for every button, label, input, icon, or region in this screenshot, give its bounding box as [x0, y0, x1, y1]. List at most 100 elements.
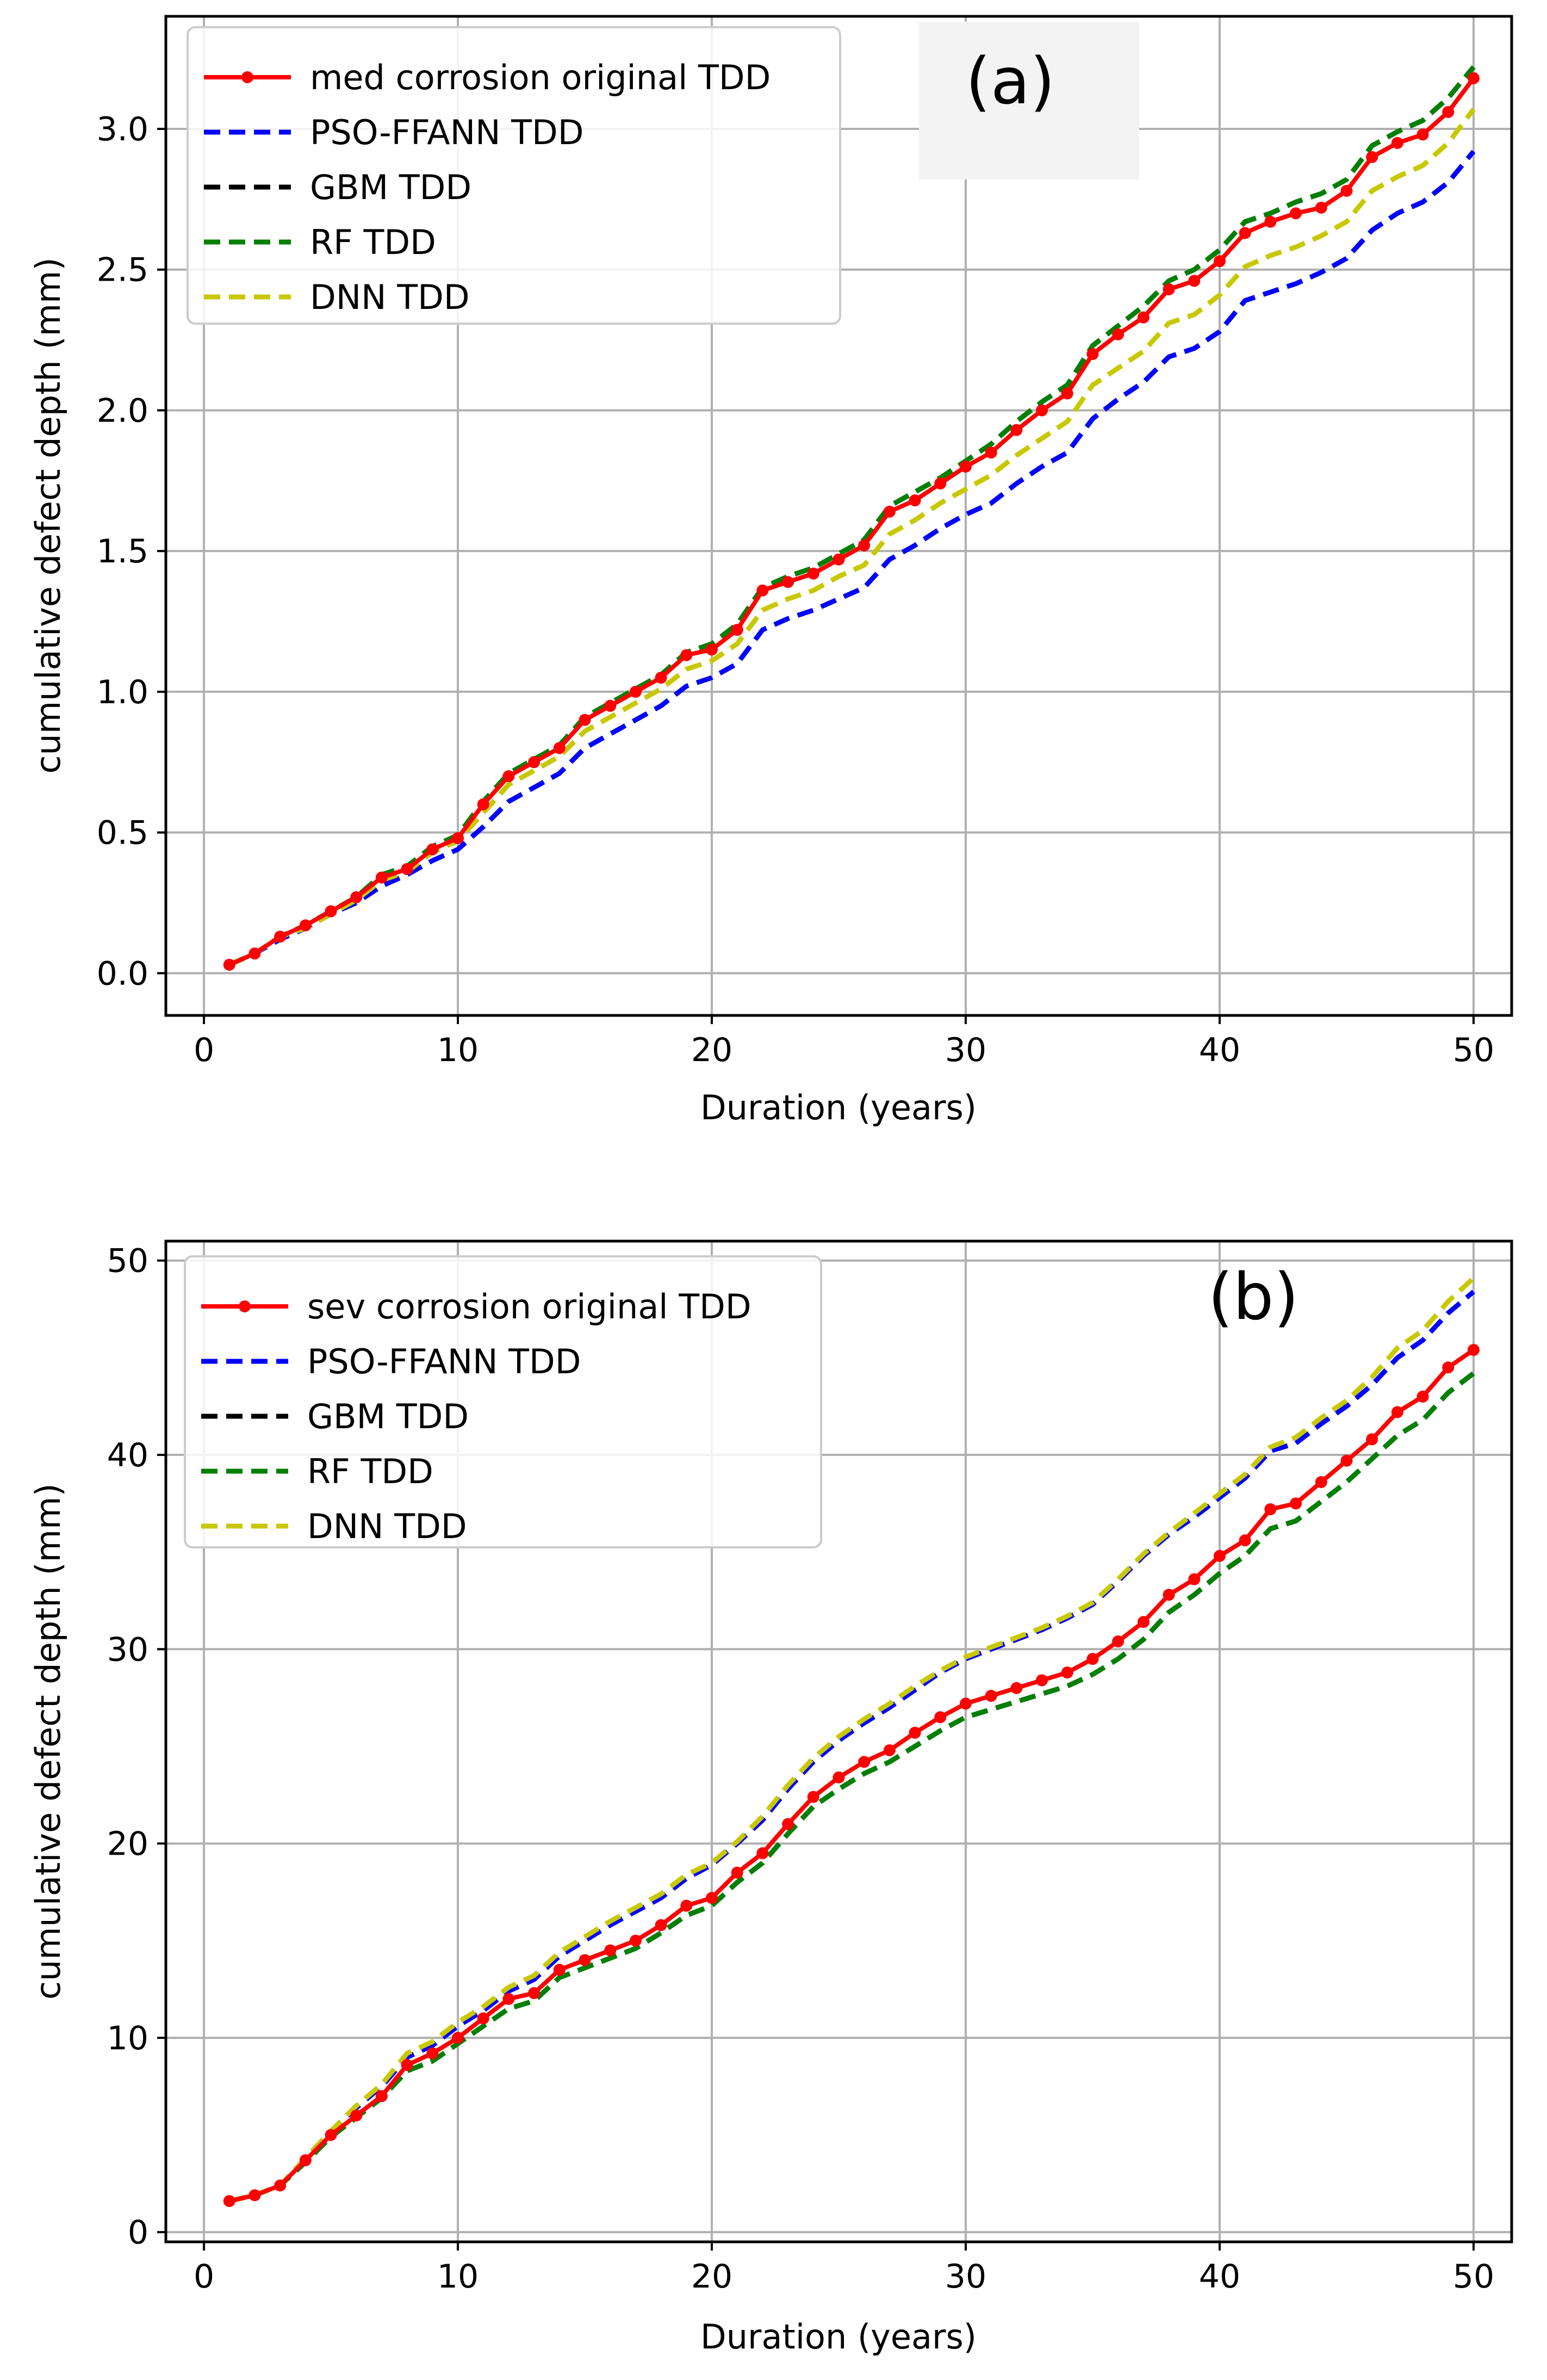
point-a-0-38: [1188, 275, 1201, 287]
point-b-0-25: [858, 1756, 871, 1768]
point-b-0-46: [1391, 1406, 1403, 1418]
point-a-0-2: [274, 931, 287, 943]
y-tick-label-a-2: 1.0: [97, 673, 148, 711]
point-b-0-27: [909, 1726, 921, 1739]
point-b-0-15: [604, 1944, 617, 1957]
point-b-0-30: [985, 1690, 997, 1702]
series-line-b-1: [228, 1290, 1475, 2204]
x-tick-label-b-1: 10: [437, 2258, 479, 2296]
point-a-0-30: [985, 447, 997, 459]
point-b-0-32: [1036, 1674, 1048, 1687]
point-a-0-12: [528, 756, 540, 768]
point-b-0-17: [655, 1919, 667, 1931]
point-b-0-2: [274, 2179, 287, 2192]
legend-label-a-0: med corrosion original TDD: [310, 58, 771, 97]
y-axis-label-b: cumulative defect depth (mm): [28, 1483, 68, 1999]
point-a-0-17: [655, 672, 667, 684]
plot-frame-a: [164, 15, 1513, 1017]
point-a-0-37: [1163, 283, 1175, 295]
point-b-0-5: [350, 2109, 363, 2122]
x-tick-label-a-2: 20: [691, 1031, 732, 1069]
point-a-0-23: [807, 567, 819, 580]
y-tick-label-b-2: 20: [107, 1825, 148, 1863]
point-b-0-12: [528, 1987, 540, 1999]
y-ticks-a: 0.0 0.5 1.0 1.5 2.0 2.5 3.0: [97, 110, 166, 993]
legend-label-b-3: RF TDD: [307, 1452, 433, 1491]
point-a-0-21: [756, 584, 769, 597]
x-axis-label-b: Duration (years): [700, 2317, 977, 2357]
y-tick-label-a-1: 0.5: [97, 814, 148, 852]
point-a-0-13: [553, 742, 566, 754]
x-tick-label-b-5: 50: [1453, 2258, 1494, 2296]
point-b-0-8: [426, 2047, 439, 2060]
point-a-0-4: [325, 905, 337, 918]
series-line-b-3: [228, 1371, 1475, 2204]
point-a-0-32: [1036, 404, 1048, 417]
point-a-0-16: [629, 685, 642, 698]
point-b-0-38: [1188, 1573, 1201, 1585]
point-b-0-13: [553, 1963, 566, 1976]
point-b-0-16: [629, 1935, 642, 1947]
x-ticks-a: 0 10 20 30 40 50: [194, 1015, 1494, 1069]
legend-box-b: [184, 1255, 822, 1548]
point-b-0-4: [325, 2129, 337, 2141]
point-b-0-41: [1264, 1503, 1277, 1516]
point-a-0-24: [832, 553, 845, 566]
point-a-0-43: [1315, 201, 1327, 214]
x-tick-label-b-3: 30: [945, 2258, 986, 2296]
point-b-0-48: [1442, 1361, 1455, 1374]
point-b-0-21: [756, 1847, 769, 1860]
legend-label-b-0: sev corrosion original TDD: [307, 1287, 751, 1327]
point-b-0-42: [1290, 1497, 1302, 1510]
point-a-0-10: [477, 798, 489, 810]
point-b-0-26: [883, 1744, 896, 1757]
point-a-0-47: [1416, 128, 1429, 141]
point-a-0-41: [1264, 215, 1277, 228]
point-b-0-7: [401, 2059, 413, 2071]
x-tick-label-a-3: 30: [945, 1031, 986, 1069]
legend-label-a-1: PSO-FFANN TDD: [310, 113, 584, 152]
legend-label-b-1: PSO-FFANN TDD: [307, 1342, 581, 1381]
x-ticks-b: 0 10 20 30 40 50: [194, 2242, 1494, 2296]
point-b-0-0: [223, 2195, 235, 2207]
panel-a-label-highlight: [919, 22, 1139, 179]
point-a-0-28: [934, 477, 947, 489]
point-a-0-9: [452, 832, 464, 844]
point-a-0-0: [223, 958, 235, 971]
point-a-0-33: [1061, 387, 1073, 400]
point-a-0-34: [1086, 348, 1099, 360]
point-b-0-33: [1061, 1666, 1073, 1679]
y-tick-label-b-4: 40: [107, 1436, 148, 1474]
point-a-0-22: [782, 576, 794, 588]
point-b-0-45: [1366, 1433, 1378, 1446]
legend-label-a-4: DNN TDD: [310, 277, 470, 317]
point-b-0-24: [832, 1771, 845, 1784]
point-b-0-43: [1315, 1476, 1327, 1489]
y-axis-label-a: cumulative defect depth (mm): [28, 257, 68, 773]
point-b-0-44: [1340, 1454, 1353, 1467]
point-b-0-36: [1137, 1616, 1150, 1628]
point-a-0-8: [426, 843, 439, 856]
point-b-0-20: [731, 1867, 743, 1879]
point-a-0-19: [706, 643, 718, 656]
legend-marker-b-0: [239, 1300, 251, 1312]
y-tick-label-b-0: 0: [128, 2214, 148, 2252]
point-b-0-18: [680, 1899, 693, 1912]
point-a-0-44: [1340, 184, 1353, 197]
series-line-a-1: [228, 150, 1476, 968]
point-a-0-26: [883, 505, 896, 518]
x-tick-label-a-4: 40: [1199, 1031, 1240, 1069]
point-b-0-3: [299, 2154, 312, 2166]
point-a-0-35: [1112, 328, 1124, 340]
point-a-0-1: [248, 947, 261, 960]
panel-a: 0 10 20 30 40 50 0.0 0.5 1.0 1.5 2.0 2.5 3.0 Durati…: [28, 15, 1513, 1127]
y-tick-label-b-3: 30: [107, 1631, 148, 1669]
point-a-0-36: [1137, 311, 1150, 324]
point-a-0-42: [1290, 207, 1302, 220]
point-a-0-11: [502, 770, 515, 783]
y-tick-label-a-0: 0.0: [97, 955, 148, 993]
point-a-0-31: [1010, 424, 1023, 436]
point-a-0-14: [579, 714, 591, 726]
panel-label-b: (b): [1208, 1259, 1299, 1334]
